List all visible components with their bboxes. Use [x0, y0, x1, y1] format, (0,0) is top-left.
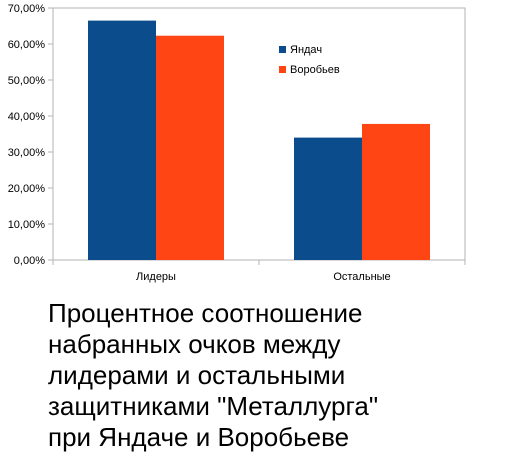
bar-series1-1 [88, 20, 156, 260]
x-tick-label: Лидеры [136, 271, 176, 283]
y-tick-label: 60,00% [8, 39, 46, 51]
bars-group [88, 20, 430, 260]
y-tick-label: 40,00% [8, 111, 46, 123]
x-tick-label: Остальные [333, 271, 390, 283]
legend-label: Яндач [290, 44, 322, 56]
legend: Яндач Воробьев [279, 44, 340, 76]
caption-line-3: лидерами и остальными [48, 360, 346, 390]
y-tick-label: 0,00% [14, 255, 45, 267]
x-axis-labels: Лидеры Остальные [52, 260, 466, 283]
bar-series2-1 [156, 35, 224, 260]
caption-line-1: Процентное соотношение [48, 298, 363, 328]
caption-line-4: защитниками "Металлурга" [48, 391, 379, 421]
bar-chart: 0,00% 10,00% 20,00% 30,00% 40,00% 50,00% 60,00… [8, 3, 466, 283]
chart-caption: Процентное соотношение набранных очков м… [48, 298, 508, 453]
caption-line-2: набранных очков между [48, 329, 341, 359]
y-tick-label: 50,00% [8, 75, 46, 87]
legend-label: Воробьев [290, 64, 340, 76]
bar-series1-2 [294, 137, 362, 260]
caption-line-5: при Яндаче и Воробьеве [48, 422, 350, 452]
y-tick-label: 10,00% [8, 219, 46, 231]
y-tick-label: 30,00% [8, 147, 46, 159]
legend-swatch [279, 66, 286, 73]
legend-swatch [279, 46, 286, 53]
bar-series2-2 [362, 123, 430, 260]
y-tick-label: 20,00% [8, 183, 46, 195]
y-tick-label: 70,00% [8, 3, 46, 15]
y-axis-ticks: 0,00% 10,00% 20,00% 30,00% 40,00% 50,00% 60,00… [8, 3, 53, 267]
